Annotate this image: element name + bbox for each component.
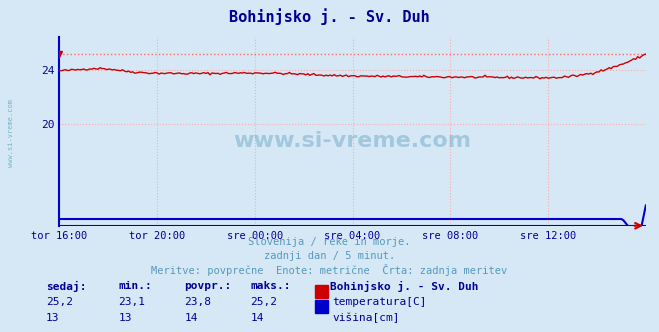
Text: www.si-vreme.com: www.si-vreme.com [233,130,472,151]
Text: 13: 13 [46,313,59,323]
Text: zadnji dan / 5 minut.: zadnji dan / 5 minut. [264,251,395,261]
Text: 14: 14 [185,313,198,323]
Text: 25,2: 25,2 [250,297,277,307]
Text: maks.:: maks.: [250,281,291,290]
Text: 13: 13 [119,313,132,323]
Text: sedaj:: sedaj: [46,281,86,291]
Text: 23,1: 23,1 [119,297,146,307]
Text: min.:: min.: [119,281,152,290]
Text: Bohinjsko j. - Sv. Duh: Bohinjsko j. - Sv. Duh [330,281,478,291]
Text: Bohinjsko j. - Sv. Duh: Bohinjsko j. - Sv. Duh [229,8,430,25]
Text: www.si-vreme.com: www.si-vreme.com [8,99,14,167]
Text: temperatura[C]: temperatura[C] [332,297,426,307]
Text: 23,8: 23,8 [185,297,212,307]
Text: 25,2: 25,2 [46,297,73,307]
Text: Meritve: povprečne  Enote: metrične  Črta: zadnja meritev: Meritve: povprečne Enote: metrične Črta:… [152,264,507,276]
Text: 14: 14 [250,313,264,323]
Text: Slovenija / reke in morje.: Slovenija / reke in morje. [248,237,411,247]
Text: povpr.:: povpr.: [185,281,232,290]
Text: višina[cm]: višina[cm] [332,313,399,323]
